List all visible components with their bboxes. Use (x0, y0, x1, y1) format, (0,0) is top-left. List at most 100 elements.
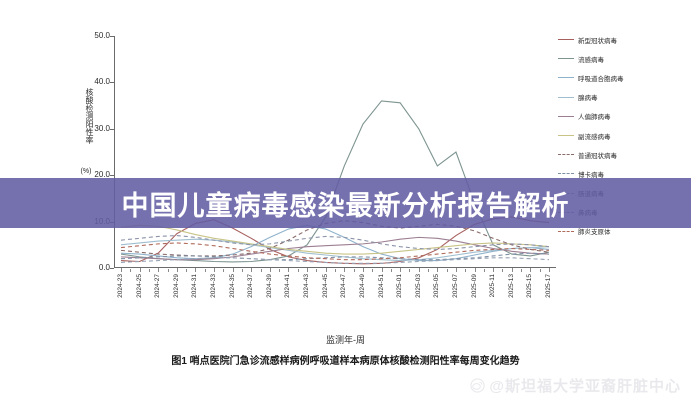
legend-item: 呼吸道合胞病毒 (558, 68, 688, 87)
x-axis-tick-mark (288, 268, 290, 272)
y-axis-tick-label: 0.0 (98, 263, 110, 272)
y-axis-tick-mark (110, 36, 114, 37)
legend-swatch (558, 135, 574, 137)
x-axis-tick-mark (530, 268, 532, 272)
y-axis-tick-label: 30.0 (94, 123, 110, 133)
x-axis-tick-label: 2024-31 (191, 274, 199, 298)
x-axis-tick-mark (549, 268, 550, 272)
y-axis-tick-mark (110, 268, 114, 269)
legend-label: 普通冠状病毒 (578, 152, 617, 160)
x-axis-tick-mark (307, 268, 309, 272)
x-axis-tick-mark (214, 268, 216, 272)
x-axis-minor-tick (539, 269, 541, 272)
watermark: @斯坦福大学亚裔肝脏中心 (470, 375, 681, 396)
plot-area: 0.010.020.030.040.050.02024-232024-25202… (94, 31, 556, 298)
y-axis-tick-mark (110, 128, 114, 130)
x-axis-tick-label: 2024-25 (135, 274, 143, 298)
x-axis-tick-mark (381, 268, 383, 272)
y-axis-unit: (%) (80, 168, 92, 175)
legend-item: 副流感病毒 (558, 126, 688, 145)
series-line (120, 242, 550, 261)
x-axis-tick-mark (437, 268, 439, 272)
x-axis-tick-label: 2025-03 (414, 274, 422, 298)
x-axis-tick-mark (362, 268, 364, 272)
legend-item: 人偏肺病毒 (558, 107, 688, 126)
legend-swatch (558, 58, 574, 60)
legend-swatch (558, 39, 574, 41)
y-axis-tick-mark (110, 175, 114, 177)
series-line (120, 234, 550, 250)
series-line (120, 224, 550, 255)
x-axis-tick-label: 2024-45 (321, 274, 329, 298)
figure-caption: 图1 哨点医院门急诊流感样病例呼吸道样本病原体核酸检测阳性率每周变化趋势 (171, 356, 520, 367)
series-line (120, 252, 550, 261)
legend-swatch (558, 96, 574, 98)
overlay-banner: 中国儿童病毒感染最新分析报告解析 (0, 178, 691, 228)
x-axis-minor-tick (502, 269, 504, 272)
x-axis-tick-mark (251, 268, 253, 272)
x-axis-tick-label: 2024-43 (303, 274, 311, 298)
x-axis-tick-mark (232, 268, 234, 272)
x-axis-tick-label: 2025-15 (526, 274, 534, 298)
x-axis-tick-mark (493, 268, 495, 272)
x-axis-tick-label: 2025-13 (507, 274, 515, 298)
x-axis-minor-tick (465, 269, 467, 272)
legend-swatch (558, 115, 574, 117)
legend-item: 流感病毒 (558, 49, 688, 68)
x-axis-minor-tick (353, 269, 355, 272)
x-axis-minor-tick (428, 269, 430, 272)
x-axis-tick-label: 2025-07 (451, 274, 459, 298)
x-axis-tick-label: 2025-05 (433, 274, 441, 298)
legend-label: 呼吸道合胞病毒 (578, 75, 624, 83)
x-axis-tick-label: 2024-37 (247, 274, 255, 298)
x-axis-tick-mark (121, 268, 122, 272)
x-axis-tick-label: 2024-39 (265, 274, 273, 298)
x-axis-minor-tick (241, 269, 243, 272)
x-axis-tick-mark (325, 268, 327, 272)
x-axis-minor-tick (372, 269, 374, 272)
x-axis-minor-tick (223, 269, 225, 272)
x-axis-minor-tick (148, 269, 150, 272)
legend-swatch (558, 154, 574, 156)
legend-label: 博卡病毒 (578, 171, 604, 179)
x-axis-minor-tick (260, 269, 262, 272)
x-axis-minor-tick (483, 269, 485, 272)
y-axis-title: 核酸检测阳性率 (85, 88, 94, 144)
x-axis-tick-mark (474, 268, 476, 272)
x-axis-tick-mark (139, 268, 141, 272)
x-axis-tick-label: 2024-35 (228, 274, 236, 298)
legend-swatch (558, 77, 574, 79)
legend-label: 腺病毒 (578, 95, 598, 103)
x-axis-tick-mark (455, 268, 457, 272)
x-axis-tick-mark (195, 268, 197, 272)
x-axis-minor-tick (279, 269, 281, 272)
watermark-text: @斯坦福大学亚裔肝脏中心 (489, 378, 681, 395)
x-axis-title: 监测年-周 (326, 335, 365, 345)
legend-label: 人偏肺病毒 (578, 114, 611, 122)
x-axis-line (114, 267, 556, 268)
x-axis-minor-tick (316, 269, 318, 272)
x-axis-minor-tick (521, 269, 523, 272)
legend-item: 普通冠状病毒 (558, 145, 688, 164)
y-axis-tick-label: 50.0 (94, 31, 110, 40)
series-line (120, 238, 550, 262)
x-axis-tick-label: 2024-47 (340, 274, 348, 298)
x-axis-tick-label: 2024-33 (210, 274, 218, 298)
x-axis-minor-tick (130, 269, 132, 272)
legend-item: 腺病毒 (558, 88, 688, 107)
x-axis-minor-tick (297, 269, 299, 272)
y-axis-line (114, 36, 115, 268)
x-axis-tick-label: 2025-11 (489, 274, 497, 298)
legend-item: 新型冠状病毒 (558, 30, 688, 49)
y-axis-tick-label: 40.0 (94, 77, 110, 87)
legend-label: 流感病毒 (578, 56, 604, 64)
legend-item: 肺炎支原体 (558, 222, 688, 241)
x-axis-minor-tick (186, 269, 188, 272)
legend-label: 副流感病毒 (578, 133, 611, 141)
x-axis-minor-tick (446, 269, 448, 272)
weibo-icon (470, 378, 485, 393)
legend-swatch (558, 173, 574, 175)
y-axis-tick-mark (110, 82, 114, 84)
x-axis-tick-label: 2025-01 (396, 274, 404, 298)
